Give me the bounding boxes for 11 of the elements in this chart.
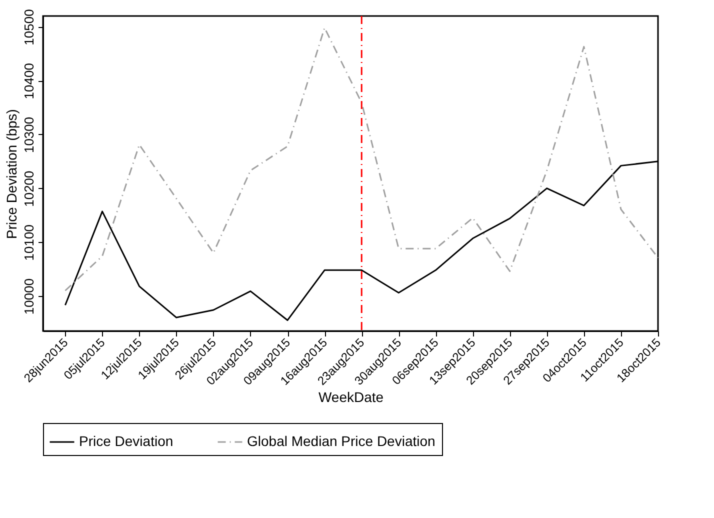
y-tick-label: 10400 xyxy=(22,63,36,100)
x-axis-title: WeekDate xyxy=(318,389,384,406)
line-series xyxy=(64,27,659,292)
y-tick-label: 10200 xyxy=(22,170,36,207)
y-tick-label: 10000 xyxy=(22,278,36,315)
y-tick-label: 10100 xyxy=(22,224,36,261)
legend-label: Global Median Price Deviation xyxy=(247,433,436,449)
y-tick-label: 10500 xyxy=(22,9,36,46)
y-tick-label: 10300 xyxy=(22,116,36,154)
legend-label: Price Deviation xyxy=(79,433,174,449)
y-axis-title: Price Deviation (bps) xyxy=(4,109,20,239)
